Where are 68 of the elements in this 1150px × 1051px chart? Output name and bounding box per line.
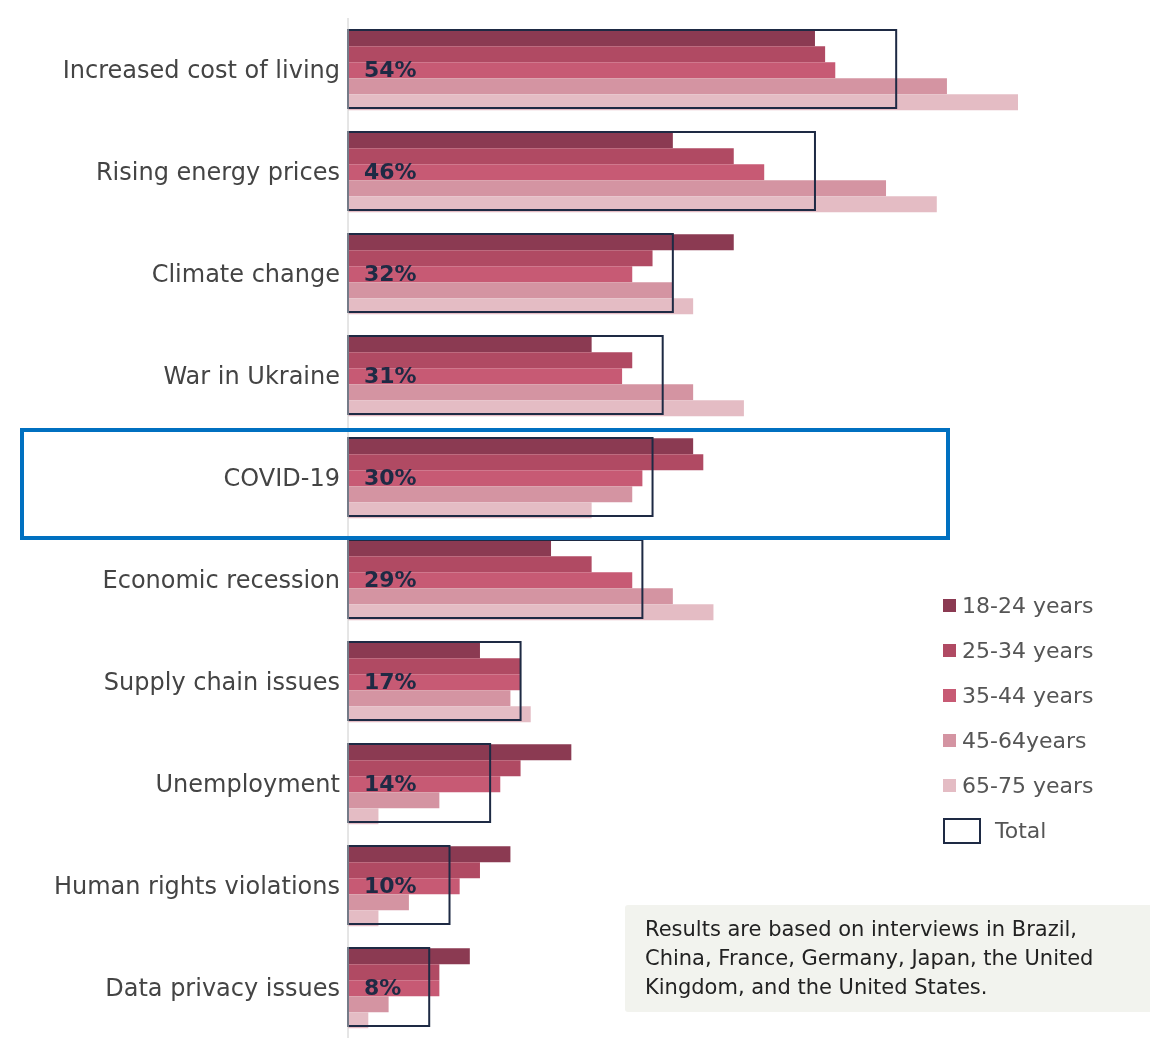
- bar: [348, 234, 734, 251]
- note-panel: Results are based on interviews in Brazil, China, France, Germany, Japan, the United Kingdom, and the United States.: [625, 905, 1150, 1012]
- bar: [348, 862, 480, 879]
- legend-label: 45-64years: [962, 727, 1087, 755]
- y-tick-label: War in Ukraine: [163, 361, 340, 390]
- bar: [348, 658, 521, 675]
- bar: [348, 336, 592, 353]
- y-tick-label: Climate change: [151, 259, 340, 288]
- bar: [348, 588, 673, 605]
- data-label: 54%: [364, 57, 417, 82]
- y-tick-label: Human rights violations: [53, 871, 340, 900]
- data-label: 10%: [364, 873, 417, 898]
- data-label: 29%: [364, 567, 417, 592]
- data-label: 14%: [364, 771, 417, 796]
- y-tick-label: COVID-19: [223, 463, 340, 492]
- bar: [348, 164, 765, 181]
- data-label: 8%: [364, 975, 402, 1000]
- bar: [348, 62, 836, 79]
- legend-label: 65-75 years: [962, 772, 1094, 800]
- data-label: 46%: [364, 159, 417, 184]
- bar: [348, 556, 592, 573]
- bar: [348, 132, 673, 149]
- legend-label: 18-24 years: [962, 592, 1094, 620]
- bar: [348, 266, 633, 283]
- bar: [348, 384, 694, 401]
- bar: [348, 690, 511, 707]
- bar: [347, 233, 674, 313]
- bar: [348, 438, 694, 455]
- bar: [348, 540, 552, 557]
- bar: [348, 30, 815, 47]
- bar: [348, 760, 521, 777]
- bar: [348, 180, 887, 197]
- bar: [347, 29, 898, 109]
- legend-label: 25-34 years: [962, 637, 1094, 665]
- data-label: 30%: [364, 465, 417, 490]
- bar: [348, 454, 704, 471]
- bar: [348, 352, 633, 369]
- bar: [348, 744, 572, 761]
- bar: [347, 335, 664, 415]
- bar: [348, 78, 947, 95]
- bar: [348, 470, 643, 487]
- legend-label: 35-44 years: [962, 682, 1094, 710]
- bar: [348, 792, 440, 809]
- bar: [348, 368, 623, 385]
- bar: [347, 539, 644, 619]
- bar: [348, 46, 826, 63]
- data-label: 17%: [364, 669, 417, 694]
- bar: [347, 131, 816, 211]
- legend-label: Total: [995, 817, 1047, 845]
- y-tick-label: Increased cost of living: [62, 55, 340, 84]
- y-tick-label: Economic recession: [102, 565, 340, 594]
- y-tick-label: Data privacy issues: [105, 973, 340, 1002]
- bar: [348, 148, 734, 165]
- bar: [348, 948, 470, 965]
- bar: [348, 894, 409, 911]
- bar: [348, 250, 653, 267]
- bar: [348, 846, 511, 863]
- bar: [348, 642, 480, 659]
- data-label: 31%: [364, 363, 417, 388]
- y-tick-label: Rising energy prices: [95, 157, 340, 186]
- data-label: 32%: [364, 261, 417, 286]
- bar: [348, 996, 389, 1013]
- bar: [348, 486, 633, 503]
- y-tick-label: Supply chain issues: [103, 667, 340, 696]
- y-tick-label: Unemployment: [155, 769, 340, 798]
- bar: [348, 282, 673, 299]
- bar: [347, 437, 654, 517]
- bar: [348, 964, 440, 981]
